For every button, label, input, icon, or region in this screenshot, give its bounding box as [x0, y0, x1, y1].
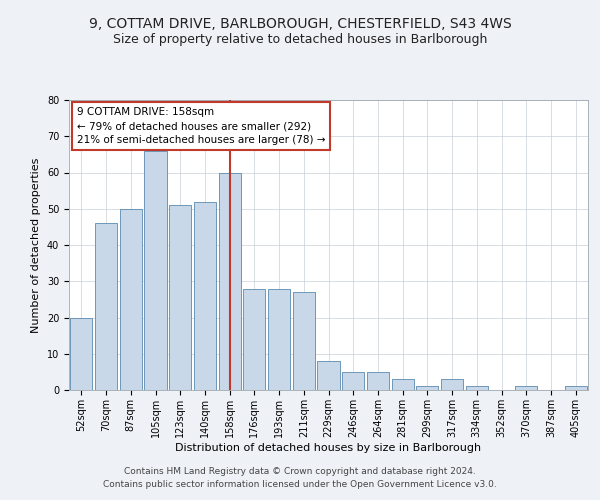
Bar [342, 372, 364, 390]
Bar [169, 205, 191, 390]
Bar [317, 361, 340, 390]
Bar [119, 209, 142, 390]
Text: Contains public sector information licensed under the Open Government Licence v3: Contains public sector information licen… [103, 480, 497, 489]
Text: Contains HM Land Registry data © Crown copyright and database right 2024.: Contains HM Land Registry data © Crown c… [124, 467, 476, 476]
Bar [194, 202, 216, 390]
Bar [416, 386, 439, 390]
Bar [218, 172, 241, 390]
Bar [392, 379, 414, 390]
Bar [70, 318, 92, 390]
Y-axis label: Number of detached properties: Number of detached properties [31, 158, 41, 332]
Bar [268, 288, 290, 390]
Text: 9, COTTAM DRIVE, BARLBOROUGH, CHESTERFIELD, S43 4WS: 9, COTTAM DRIVE, BARLBOROUGH, CHESTERFIE… [89, 18, 511, 32]
Text: Size of property relative to detached houses in Barlborough: Size of property relative to detached ho… [113, 32, 487, 46]
Bar [441, 379, 463, 390]
Bar [95, 223, 117, 390]
Bar [145, 151, 167, 390]
Bar [243, 288, 265, 390]
Bar [367, 372, 389, 390]
Text: 9 COTTAM DRIVE: 158sqm
← 79% of detached houses are smaller (292)
21% of semi-de: 9 COTTAM DRIVE: 158sqm ← 79% of detached… [77, 108, 325, 146]
Bar [293, 292, 315, 390]
Bar [565, 386, 587, 390]
Bar [466, 386, 488, 390]
Bar [515, 386, 538, 390]
X-axis label: Distribution of detached houses by size in Barlborough: Distribution of detached houses by size … [175, 442, 482, 452]
